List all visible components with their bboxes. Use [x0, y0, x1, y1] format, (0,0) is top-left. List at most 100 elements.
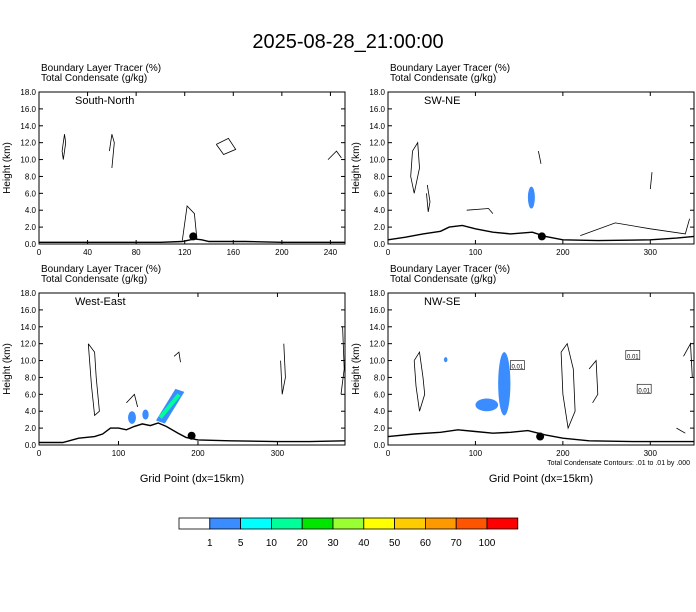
y-tick-label: 16.0	[20, 105, 36, 114]
y-tick-label: 4.0	[25, 407, 37, 416]
y-tick-label: 0.0	[374, 441, 386, 450]
condensate-contour	[340, 326, 345, 395]
y-tick-label: 0.0	[25, 441, 37, 450]
colorbar-swatch	[301, 517, 334, 530]
location-marker	[189, 232, 198, 241]
y-tick-label: 0.0	[25, 240, 37, 249]
condensate-contour	[61, 134, 67, 160]
contour-label: 0.01	[512, 365, 524, 371]
y-tick-label: 10.0	[369, 156, 385, 165]
panel-label: NW-SE	[424, 296, 460, 308]
colorbar-label: 40	[358, 538, 370, 549]
y-tick-label: 12.0	[20, 139, 36, 148]
colorbar-label: 100	[479, 538, 496, 549]
condensate-contour	[683, 342, 693, 378]
condensate-contour	[580, 218, 690, 236]
y-tick-label: 18.0	[369, 289, 385, 298]
tracer-region	[475, 398, 499, 412]
x-tick-label: 200	[556, 248, 570, 257]
condensate-contour	[280, 343, 286, 395]
colorbar-swatch	[486, 517, 519, 530]
y-tick-label: 8.0	[374, 172, 386, 181]
panel-title-line1: Boundary Layer Tracer (%)	[390, 63, 510, 74]
x-tick-label: 80	[132, 248, 141, 257]
x-tick-label: 300	[271, 449, 285, 458]
y-tick-label: 8.0	[25, 172, 37, 181]
y-tick-label: 16.0	[369, 306, 385, 315]
contour-label: 0.01	[638, 388, 650, 394]
colorbar-label: 70	[451, 538, 463, 549]
y-tick-label: 12.0	[369, 139, 385, 148]
x-tick-label: 100	[112, 449, 126, 458]
y-tick-label: 6.0	[25, 390, 37, 399]
y-tick-label: 16.0	[369, 105, 385, 114]
x-tick-label: 300	[644, 449, 658, 458]
colorbar-swatch	[178, 517, 211, 530]
condensate-contour	[173, 351, 181, 363]
y-tick-label: 4.0	[374, 206, 386, 215]
contour-label: 0.01	[627, 354, 639, 360]
tracer-region-core	[158, 393, 181, 419]
y-tick-label: 12.0	[20, 340, 36, 349]
terrain-line	[387, 429, 694, 443]
x-axis-label: Grid Point (dx=15km)	[489, 473, 593, 485]
y-tick-label: 14.0	[20, 323, 36, 332]
y-tick-label: 0.0	[374, 240, 386, 249]
plot-frame	[387, 91, 695, 245]
y-tick-label: 12.0	[369, 340, 385, 349]
colorbar-label: 60	[420, 538, 432, 549]
panel-title-line2: Total Condensate (g/kg)	[390, 73, 496, 84]
colorbar-swatch	[424, 517, 457, 530]
y-tick-label: 8.0	[374, 373, 386, 382]
x-tick-label: 200	[556, 449, 570, 458]
y-tick-label: 2.0	[25, 223, 37, 232]
condensate-contour	[87, 343, 100, 417]
plot-frame	[38, 292, 346, 446]
x-tick-label: 100	[469, 449, 483, 458]
x-tick-label: 160	[227, 248, 241, 257]
y-tick-label: 2.0	[25, 424, 37, 433]
condensate-contour	[109, 134, 115, 169]
y-tick-label: 6.0	[374, 390, 386, 399]
y-tick-label: 10.0	[369, 357, 385, 366]
y-axis-label: Height (km)	[2, 343, 13, 395]
page-title: 2025-08-28_21:00:00	[252, 31, 444, 53]
condensate-contour	[560, 342, 576, 430]
location-marker	[536, 432, 545, 441]
x-tick-label: 100	[469, 248, 483, 257]
location-marker	[187, 431, 196, 440]
condensate-contour	[327, 150, 342, 160]
panel-1	[38, 91, 346, 245]
panel-title-line1: Boundary Layer Tracer (%)	[390, 264, 510, 275]
terrain-line	[39, 422, 346, 444]
colorbar-swatch	[394, 517, 426, 530]
panel-title-line2: Total Condensate (g/kg)	[41, 274, 147, 285]
x-tick-label: 300	[644, 248, 658, 257]
y-tick-label: 4.0	[374, 407, 386, 416]
condensate-contour	[181, 205, 198, 241]
y-axis-label: Height (km)	[2, 142, 13, 194]
y-tick-label: 16.0	[20, 306, 36, 315]
panel-label: SW-NE	[424, 95, 460, 107]
panel-title-line1: Boundary Layer Tracer (%)	[41, 63, 161, 74]
tracer-region	[527, 186, 535, 209]
x-tick-label: 200	[275, 248, 289, 257]
condensate-contour	[215, 137, 237, 155]
x-tick-label: 0	[386, 248, 391, 257]
panel-title-line2: Total Condensate (g/kg)	[41, 73, 147, 84]
y-tick-label: 4.0	[25, 206, 37, 215]
y-tick-label: 14.0	[20, 122, 36, 131]
x-tick-label: 0	[37, 449, 42, 458]
condensate-contour	[413, 350, 426, 412]
condensate-contour	[538, 151, 542, 164]
plot-frame	[38, 91, 346, 245]
panel-label: South-North	[75, 95, 134, 107]
colorbar-label: 20	[297, 538, 309, 549]
x-tick-label: 0	[37, 248, 42, 257]
tracer-region	[443, 357, 448, 363]
panel-2	[387, 91, 695, 245]
contour-footnote: Total Condensate Contours: .01 to .01 by…	[547, 460, 690, 467]
y-tick-label: 14.0	[369, 122, 385, 131]
condensate-contour	[676, 427, 686, 434]
y-tick-label: 6.0	[374, 189, 386, 198]
